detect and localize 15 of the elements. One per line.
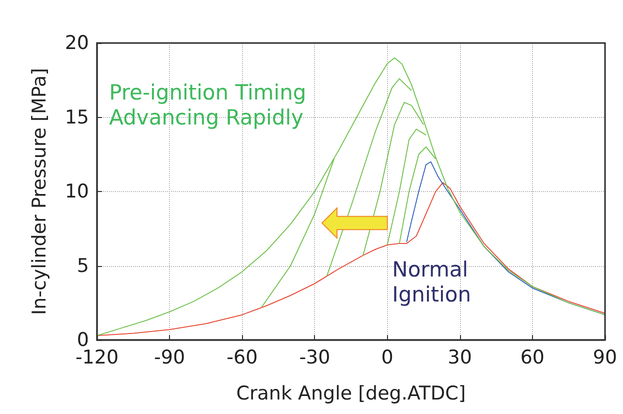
x-tick-label: 30	[448, 346, 472, 368]
y-tick-label: 5	[76, 254, 89, 277]
x-tick-label: 60	[520, 346, 545, 368]
x-axis-title: Crank Angle [deg.ATDC]	[236, 382, 466, 404]
x-tick-label: 90	[592, 346, 618, 368]
y-tick-label: 10	[64, 180, 89, 202]
annotation: Pre-ignition Timing Advancing Rapidly	[109, 80, 306, 130]
annotation: Normal Ignition	[392, 257, 472, 306]
y-tick-label: 15	[64, 106, 89, 128]
x-tick-label: -90	[154, 346, 186, 368]
y-tick-label: 20	[64, 32, 89, 54]
x-tick-label: -30	[299, 346, 330, 368]
x-tick-label: -60	[226, 346, 258, 368]
x-tick-label: 0	[381, 346, 394, 368]
y-axis-title: In-cylinder Pressure [MPa]	[28, 68, 50, 316]
